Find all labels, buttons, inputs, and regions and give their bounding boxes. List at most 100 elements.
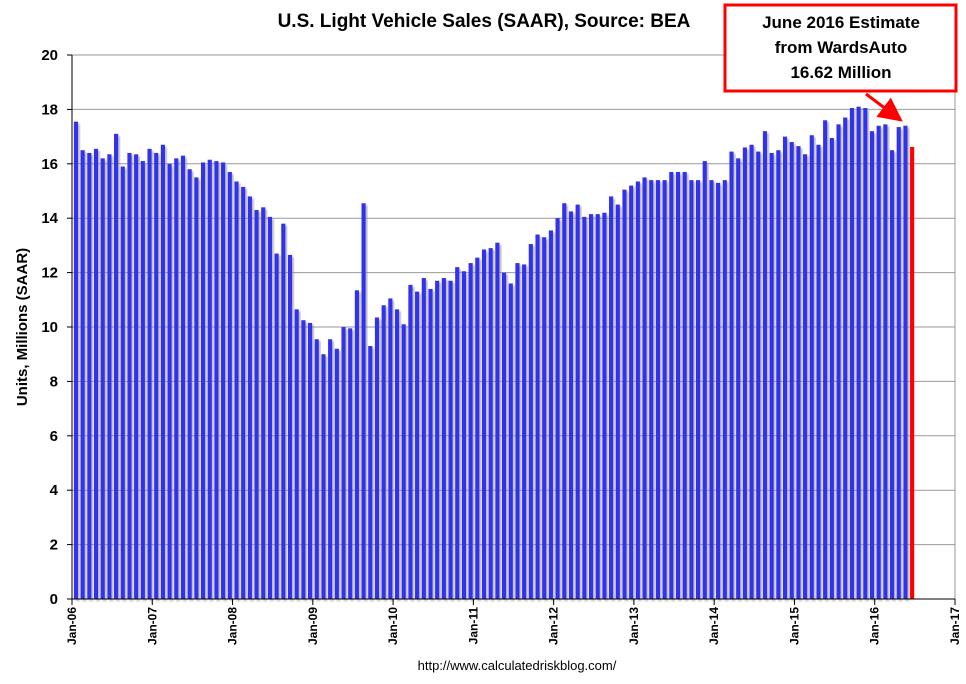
- bar: [87, 152, 92, 600]
- bar: [635, 181, 640, 600]
- bar: [816, 144, 821, 599]
- annotation: June 2016 Estimate from WardsAuto 16.62 …: [723, 3, 958, 122]
- y-tick-label: 16: [41, 156, 58, 173]
- bar: [863, 108, 868, 599]
- x-tick-label: Jan-08: [226, 607, 240, 645]
- bar: [475, 257, 480, 599]
- bar: [294, 309, 299, 599]
- annotation-line-1: June 2016 Estimate: [762, 13, 920, 32]
- bar: [154, 152, 159, 600]
- bar: [214, 161, 219, 599]
- bar: [762, 131, 768, 599]
- bar: [495, 242, 500, 599]
- x-tick-label: Jan-12: [547, 607, 561, 645]
- x-tick-label: Jan-09: [306, 607, 320, 645]
- bar: [107, 154, 112, 599]
- bar: [669, 171, 674, 599]
- bar: [508, 283, 513, 599]
- bar: [261, 207, 266, 599]
- bar: [140, 161, 145, 599]
- annotation-line-3: 16.62 Million: [790, 63, 891, 82]
- bar: [435, 280, 440, 599]
- bar: [722, 180, 727, 599]
- y-tick-label: 8: [50, 373, 58, 390]
- bar: [809, 135, 814, 600]
- bar: [428, 288, 433, 599]
- y-axis-label: Units, Millions (SAAR): [14, 248, 31, 406]
- bar: [80, 150, 85, 599]
- bar: [274, 253, 279, 599]
- bar: [542, 237, 547, 600]
- bar: [381, 305, 386, 599]
- bar: [221, 162, 226, 599]
- bar: [535, 234, 540, 599]
- y-tick-label: 6: [50, 428, 58, 445]
- bar: [488, 248, 493, 599]
- bar: [729, 151, 734, 599]
- bar: [341, 327, 346, 599]
- x-tick-label: Jan-10: [386, 607, 400, 645]
- y-tick-label: 2: [50, 537, 58, 554]
- bar: [849, 108, 854, 599]
- bar-series: [73, 106, 915, 600]
- bar: [167, 163, 172, 600]
- bar: [528, 244, 533, 600]
- bar: [555, 218, 560, 599]
- bar: [702, 161, 707, 599]
- bar: [207, 159, 212, 599]
- bar: [187, 169, 192, 600]
- annotation-box: [723, 3, 958, 93]
- bar: [200, 162, 206, 599]
- bar: [368, 346, 373, 599]
- bar: [415, 291, 420, 599]
- bar: [695, 180, 701, 599]
- bar: [127, 152, 132, 600]
- bar: [836, 124, 841, 600]
- bar: [267, 216, 273, 599]
- bar: [675, 171, 681, 599]
- bar: [448, 280, 453, 599]
- bar: [889, 150, 895, 599]
- bar: [856, 106, 861, 600]
- bar: [301, 320, 306, 599]
- y-tick-label: 4: [50, 482, 59, 499]
- bar: [595, 214, 600, 599]
- bar: [394, 309, 400, 599]
- bar: [468, 263, 473, 599]
- x-tick-label: Jan-16: [868, 607, 882, 645]
- bar: [548, 230, 553, 599]
- bar: [869, 131, 875, 599]
- bar: [134, 154, 139, 599]
- bar: [174, 158, 179, 600]
- bar: [736, 158, 741, 600]
- y-tick-label: 14: [41, 210, 58, 227]
- bar: [642, 177, 647, 599]
- bar: [615, 204, 620, 599]
- x-tick-label: Jan-13: [627, 607, 641, 645]
- bar: [354, 290, 359, 599]
- bar: [515, 263, 520, 599]
- bar: [281, 223, 286, 599]
- bar: [803, 154, 808, 599]
- x-tick-label: Jan-17: [948, 607, 962, 645]
- x-tick-label: Jan-14: [707, 607, 721, 645]
- y-tick-label: 10: [41, 319, 58, 336]
- bar: [227, 171, 232, 599]
- bar: [120, 166, 125, 599]
- bar: [796, 146, 801, 599]
- bar: [501, 272, 507, 599]
- bar: [883, 124, 888, 600]
- x-tick-label: Jan-15: [788, 607, 802, 645]
- chart-title: U.S. Light Vehicle Sales (SAAR), Source:…: [278, 11, 691, 32]
- bar: [903, 125, 908, 599]
- bar: [361, 203, 366, 600]
- bar: [160, 144, 165, 599]
- bar: [100, 158, 105, 600]
- bar: [823, 120, 828, 599]
- bar: [782, 136, 788, 599]
- y-tick-label: 12: [41, 265, 58, 282]
- bar: [388, 298, 393, 599]
- x-tick-label: Jan-11: [466, 607, 480, 645]
- bar: [334, 348, 339, 599]
- bar: [622, 189, 627, 599]
